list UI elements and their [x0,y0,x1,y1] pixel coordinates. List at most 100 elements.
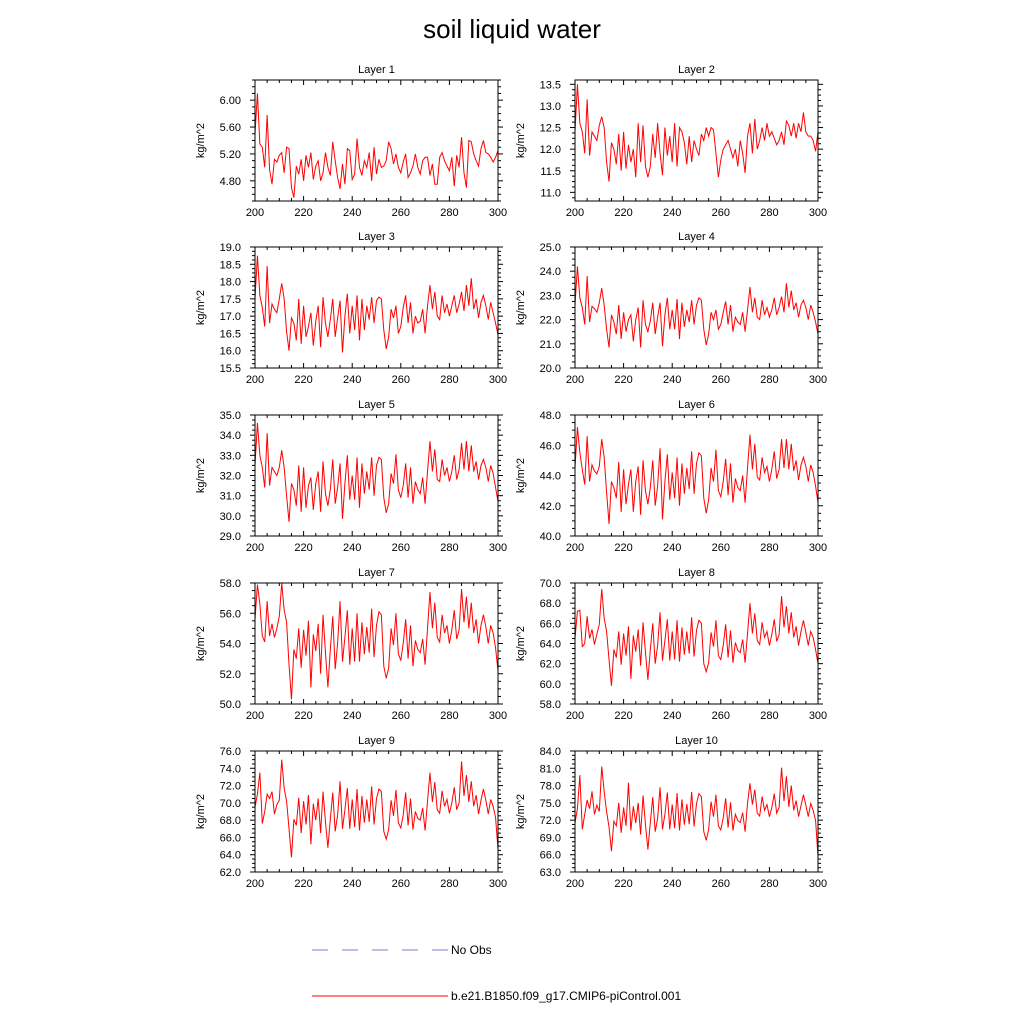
panel-8: Layer 8 200 220 240 260 280 300 58.0 60.0 62.0 64.… [515,567,827,722]
x-tick-label: 240 [343,542,361,554]
x-tick-label: 260 [712,710,730,722]
y-tick-label: 20.0 [540,363,561,375]
x-tick-label: 200 [246,207,264,219]
y-tick-label: 18.0 [220,277,241,289]
x-tick-label: 300 [489,542,507,554]
y-tick-label: 19.0 [220,242,241,254]
y-tick-label: 42.0 [540,501,561,513]
y-tick-label: 58.0 [540,699,561,711]
y-tick-label: 68.0 [220,815,241,827]
x-tick-label: 200 [566,542,584,554]
y-tick-label: 13.0 [540,101,561,113]
y-tick-label: 62.0 [220,867,241,879]
x-tick-label: 260 [712,542,730,554]
series-line [574,766,819,857]
x-tick-label: 240 [343,374,361,386]
x-tick-label: 260 [392,542,410,554]
x-tick-label: 280 [760,542,778,554]
x-tick-label: 220 [614,207,632,219]
x-tick-label: 300 [489,710,507,722]
x-tick-label: 260 [712,374,730,386]
x-tick-label: 260 [392,207,410,219]
x-tick-label: 240 [663,374,681,386]
y-tick-label: 68.0 [540,598,561,610]
series-line [574,266,819,348]
series-line [254,423,499,522]
panel-title: Layer 1 [358,64,395,76]
y-tick-label: 84.0 [540,746,561,758]
panel-title: Layer 8 [678,567,715,579]
y-axis-label: kg/m^2 [515,290,527,325]
y-tick-label: 78.0 [540,781,561,793]
x-tick-label: 260 [392,710,410,722]
x-tick-label: 280 [440,374,458,386]
y-tick-label: 66.0 [540,618,561,630]
y-axis-label: kg/m^2 [515,123,527,158]
x-tick-label: 300 [809,878,827,890]
y-tick-label: 13.5 [540,79,561,91]
series-line [254,582,499,700]
series-line [574,427,819,524]
y-axis-label: kg/m^2 [195,290,207,325]
y-tick-label: 69.0 [540,832,561,844]
panel-9: Layer 9 200 220 240 260 280 300 62.0 64.0 66.0 68.… [195,735,507,890]
plot-frame [574,582,819,705]
y-tick-label: 12.5 [540,123,561,135]
y-tick-label: 63.0 [540,867,561,879]
x-tick-label: 260 [392,878,410,890]
y-tick-label: 56.0 [220,608,241,620]
x-tick-label: 200 [246,374,264,386]
x-tick-label: 240 [663,710,681,722]
x-tick-label: 260 [392,374,410,386]
x-tick-label: 220 [294,710,312,722]
plot-frame [574,246,819,369]
panel-title: Layer 6 [678,399,715,411]
y-tick-label: 66.0 [220,832,241,844]
y-tick-label: 22.0 [540,315,561,327]
x-tick-label: 240 [663,878,681,890]
y-tick-label: 35.0 [220,410,241,422]
x-tick-label: 300 [489,878,507,890]
x-tick-label: 280 [760,207,778,219]
y-tick-label: 18.5 [220,259,241,271]
y-tick-label: 11.0 [540,187,561,199]
y-tick-label: 54.0 [220,639,241,651]
x-tick-label: 200 [566,710,584,722]
series-line [254,759,499,858]
y-tick-label: 25.0 [540,242,561,254]
y-axis-label: kg/m^2 [515,794,527,829]
panel-10: Layer 10 200 220 240 260 280 300 63.0 66.0 69.0 72… [515,735,827,890]
y-tick-label: 33.0 [220,450,241,462]
y-tick-label: 81.0 [540,763,561,775]
y-tick-label: 46.0 [540,440,561,452]
x-tick-label: 200 [246,710,264,722]
y-tick-label: 16.5 [220,328,241,340]
y-tick-label: 16.0 [220,346,241,358]
y-tick-label: 52.0 [220,669,241,681]
x-tick-label: 300 [809,207,827,219]
y-tick-label: 6.00 [220,95,241,107]
plot-frame [574,414,819,537]
y-tick-label: 64.0 [220,850,241,862]
x-tick-label: 220 [294,207,312,219]
y-tick-label: 29.0 [220,531,241,543]
x-tick-label: 200 [246,542,264,554]
y-tick-label: 11.5 [540,166,561,178]
x-tick-label: 300 [809,710,827,722]
y-tick-label: 5.20 [220,149,241,161]
x-tick-label: 300 [809,374,827,386]
x-tick-label: 200 [246,878,264,890]
y-tick-label: 64.0 [540,639,561,651]
y-tick-label: 60.0 [540,679,561,691]
x-tick-label: 240 [343,710,361,722]
y-axis-label: kg/m^2 [195,794,207,829]
y-tick-label: 48.0 [540,410,561,422]
panel-4: Layer 4 200 220 240 260 280 300 20.0 21.0 22.0 23.… [515,231,827,386]
plot-frame [254,414,499,537]
x-tick-label: 200 [566,207,584,219]
panel-title: Layer 10 [675,735,718,747]
x-tick-label: 280 [760,710,778,722]
y-axis-label: kg/m^2 [195,123,207,158]
x-tick-label: 300 [489,207,507,219]
